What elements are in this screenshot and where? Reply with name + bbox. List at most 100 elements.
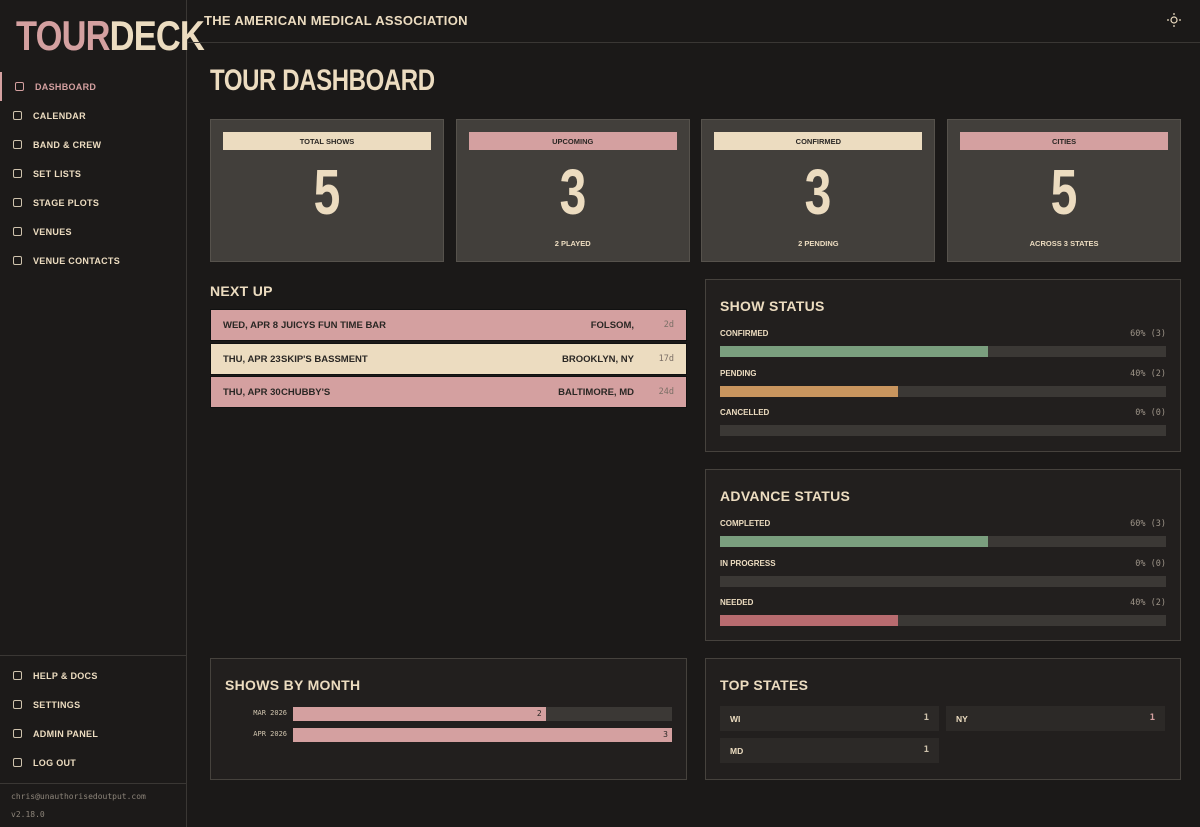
nav-item[interactable]: SET LISTS xyxy=(0,159,186,188)
month-bar: 3 xyxy=(293,728,672,742)
nav-item[interactable]: CALENDAR xyxy=(0,101,186,130)
month-label: APR 2026 xyxy=(253,730,287,738)
nav-item[interactable]: VENUE CONTACTS xyxy=(0,246,186,275)
status-label: CANCELLED xyxy=(720,408,770,417)
status-value: 60% (3) xyxy=(1130,519,1166,529)
status-value: 60% (3) xyxy=(1130,329,1166,339)
nav-label: STAGE PLOTS xyxy=(33,197,100,208)
show-city: BROOKLYN, NY xyxy=(562,353,634,365)
show-row[interactable]: WED, APR 8 JUICYS FUN TIME BAR FOLSOM, 2d xyxy=(210,309,687,341)
show-city: BALTIMORE, MD xyxy=(558,387,634,398)
status-label: IN PROGRESS xyxy=(720,558,776,568)
status-bar xyxy=(720,536,988,547)
top-states: TOP STATES WI 1 NY 1 MD 1 xyxy=(705,658,1181,780)
nav-label: SETTINGS xyxy=(33,699,81,710)
nav-icon xyxy=(13,758,22,767)
section-title: NEXT UP xyxy=(210,283,273,299)
stat-value: 3 xyxy=(559,156,587,228)
nav-item[interactable]: STAGE PLOTS xyxy=(0,188,186,217)
state-name: NY xyxy=(956,714,968,724)
show-row[interactable]: THU, APR 23 SKIP'S BASSMENT BROOKLYN, NY 17… xyxy=(210,342,687,375)
user-email: chris@unauthorisedoutput.com xyxy=(11,792,146,801)
status-track xyxy=(720,385,1166,397)
show-venue: JUICYS FUN TIME BAR xyxy=(281,320,387,331)
nav-icon xyxy=(13,700,22,709)
divider xyxy=(0,783,186,784)
header: THE AMERICAN MEDICAL ASSOCIATION xyxy=(187,0,1200,43)
nav-item[interactable]: BAND & CREW xyxy=(0,130,186,159)
show-days: 17d xyxy=(658,353,674,364)
status-label: NEEDED xyxy=(720,598,754,607)
nav-item[interactable]: DASHBOARD xyxy=(0,72,186,101)
brand-first: TOUR xyxy=(16,12,110,59)
month-value: 2 xyxy=(536,709,542,718)
state-item: NY 1 xyxy=(946,706,1165,731)
nav-icon xyxy=(13,671,22,680)
status-label: CONFIRMED xyxy=(720,329,769,338)
stat-label: CITIES xyxy=(960,132,1169,150)
show-row[interactable]: THU, APR 30 CHUBBY'S BALTIMORE, MD 24d xyxy=(210,376,687,408)
band-name: THE AMERICAN MEDICAL ASSOCIATION xyxy=(204,13,468,28)
status-bar xyxy=(720,385,899,397)
stat-value: 3 xyxy=(805,156,832,228)
status-track xyxy=(720,346,1166,357)
nav-label: ADMIN PANEL xyxy=(33,728,99,739)
stat-value: 5 xyxy=(1050,156,1078,228)
state-count: 1 xyxy=(1149,713,1155,723)
nav-label: VENUE CONTACTS xyxy=(33,255,121,266)
stat-value: 5 xyxy=(313,156,341,228)
nav-item[interactable]: HELP & DOCS xyxy=(0,661,186,690)
shows-by-month: SHOWS BY MONTH MAR 2026 2 APR 2026 3 xyxy=(210,658,687,780)
nav-label: SET LISTS xyxy=(33,168,82,179)
status-label: COMPLETED xyxy=(720,519,771,528)
nav-label: HELP & DOCS xyxy=(33,670,98,681)
nav-label: LOG OUT xyxy=(33,757,77,768)
divider xyxy=(0,655,186,656)
stat-card: CONFIRMED 3 2 PENDING xyxy=(701,119,936,262)
nav-icon xyxy=(13,140,22,149)
sidebar: TOURDECK DASHBOARD CALENDAR BAND & CREW SET… xyxy=(0,0,205,827)
card-title: ADVANCE STATUS xyxy=(720,488,851,504)
stat-card: TOTAL SHOWS 5 xyxy=(210,119,444,262)
nav-label: CALENDAR xyxy=(33,110,86,121)
stat-label: TOTAL SHOWS xyxy=(223,132,431,150)
advance-status: ADVANCE STATUS COMPLETED 60% (3) IN PROGRES… xyxy=(705,469,1181,641)
show-days: 24d xyxy=(658,387,674,397)
version: v2.18.0 xyxy=(11,810,45,819)
stat-card: CITIES 5 ACROSS 3 STATES xyxy=(947,119,1182,262)
status-track xyxy=(720,575,1166,587)
show-venue: CHUBBY'S xyxy=(281,387,331,398)
page-title: TOUR DASHBOARD xyxy=(210,64,435,97)
nav-item[interactable]: LOG OUT xyxy=(0,748,186,777)
status-value: 0% (0) xyxy=(1135,558,1166,569)
stat-card: UPCOMING 3 2 PLAYED xyxy=(455,119,690,262)
nav-item[interactable]: ADMIN PANEL xyxy=(0,719,186,748)
status-value: 0% (0) xyxy=(1135,408,1166,418)
state-item: WI 1 xyxy=(720,706,939,731)
show-date: THU, APR 30 xyxy=(223,387,281,398)
brand-second: DECK xyxy=(109,12,205,59)
status-value: 40% (2) xyxy=(1130,598,1166,608)
state-count: 1 xyxy=(923,745,929,755)
stat-label: UPCOMING xyxy=(468,132,677,150)
month-bar: 2 xyxy=(293,707,546,721)
show-date: WED, APR 8 xyxy=(223,320,279,331)
stat-sub: ACROSS 3 STATES xyxy=(1029,239,1099,248)
month-label: MAR 2026 xyxy=(253,709,287,717)
state-item: MD 1 xyxy=(720,738,939,763)
stat-label: CONFIRMED xyxy=(714,132,923,150)
show-venue: SKIP'S BASSMENT xyxy=(281,353,368,365)
nav-item[interactable]: SETTINGS xyxy=(0,690,186,719)
nav-label: BAND & CREW xyxy=(33,139,102,150)
status-track xyxy=(720,425,1166,436)
nav-item[interactable]: VENUES xyxy=(0,217,186,246)
status-track xyxy=(720,615,1166,626)
nav-icon xyxy=(13,198,22,207)
status-label: PENDING xyxy=(720,368,757,378)
nav-icon xyxy=(13,729,22,738)
theme-toggle[interactable] xyxy=(1167,13,1181,27)
month-track: 3 xyxy=(293,728,672,742)
month-track: 2 xyxy=(293,707,672,721)
stat-sub: 2 PLAYED xyxy=(554,239,591,248)
